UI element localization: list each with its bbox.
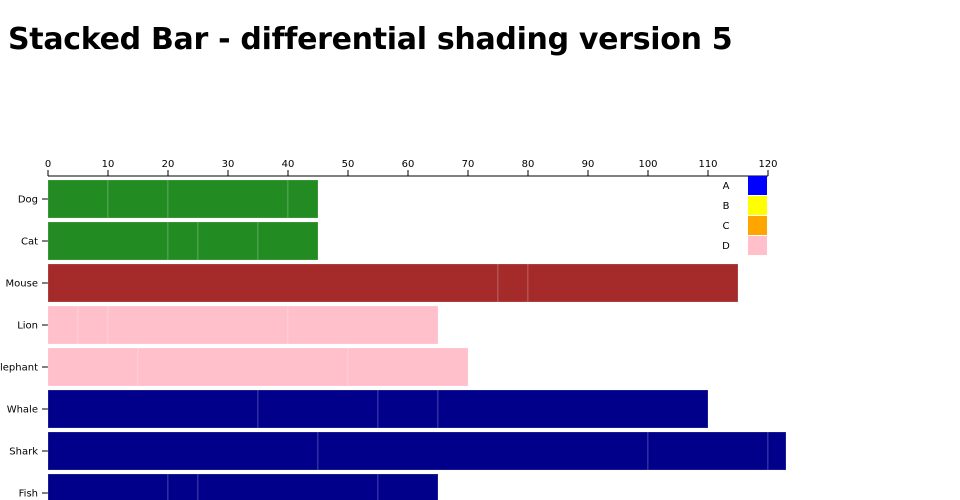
y-axis-ticks bbox=[42, 198, 48, 494]
category-label: Cat bbox=[21, 237, 38, 248]
legend-label: B bbox=[723, 201, 730, 212]
bar-segment-lion-c bbox=[107, 305, 289, 345]
bar-segment-whale-b bbox=[257, 389, 379, 429]
x-tick-label: 70 bbox=[462, 159, 475, 170]
category-label: Fish bbox=[19, 489, 38, 500]
bar-segment-cat-b bbox=[167, 221, 199, 261]
x-axis: 0 10 20 30 40 50 60 70 80 90 100 110 120 bbox=[45, 159, 778, 177]
category-label: Shark bbox=[9, 447, 38, 458]
chart-title: Stacked Bar - differential shading versi… bbox=[8, 22, 733, 57]
bar-segment-shark-a bbox=[47, 431, 319, 471]
x-tick-label: 60 bbox=[402, 159, 415, 170]
category-label: Whale bbox=[7, 405, 38, 416]
legend-label: A bbox=[723, 181, 730, 192]
x-tick-label: 80 bbox=[522, 159, 535, 170]
x-tick-label: 10 bbox=[102, 159, 115, 170]
bar-segment-shark-c bbox=[647, 431, 769, 471]
bar-segment-elephant-a bbox=[47, 347, 139, 387]
y-axis: Dog Cat Mouse Lion Elephant Whale Shark Fish bbox=[0, 195, 38, 500]
category-label: Mouse bbox=[6, 279, 38, 290]
bar-segment-whale-c bbox=[377, 389, 439, 429]
x-tick-label: 50 bbox=[342, 159, 355, 170]
bar-segment-lion-b bbox=[77, 305, 109, 345]
bar-segment-fish-c bbox=[197, 473, 379, 500]
bar-segment-fish-b bbox=[167, 473, 199, 500]
bar-segment-whale-d bbox=[437, 389, 709, 429]
x-tick-label: 40 bbox=[282, 159, 295, 170]
category-label: Elephant bbox=[0, 363, 38, 374]
legend-swatch-c bbox=[748, 216, 767, 235]
bar-segment-dog-a bbox=[47, 179, 109, 219]
bar-segment-cat-a bbox=[47, 221, 169, 261]
bar-segment-cat-c bbox=[197, 221, 259, 261]
x-tick-label: 20 bbox=[162, 159, 175, 170]
bars bbox=[47, 179, 787, 500]
bar-segment-shark-d bbox=[767, 431, 787, 471]
bar-segment-cat-d bbox=[257, 221, 319, 261]
category-label: Dog bbox=[18, 195, 38, 206]
bar-segment-dog-b bbox=[107, 179, 169, 219]
bar-segment-lion-a bbox=[47, 305, 79, 345]
legend-swatch-b bbox=[748, 196, 767, 215]
legend-swatch-d bbox=[748, 236, 767, 255]
x-tick-label: 100 bbox=[638, 159, 657, 170]
x-tick-label: 90 bbox=[582, 159, 595, 170]
bar-segment-elephant-b bbox=[137, 347, 349, 387]
bar-segment-mouse-c bbox=[527, 263, 739, 303]
bar-segment-dog-c bbox=[167, 179, 289, 219]
x-tick-label: 0 bbox=[45, 159, 51, 170]
legend-swatch-a bbox=[748, 176, 767, 195]
bar-segment-whale-a bbox=[47, 389, 259, 429]
bar-segment-dog-d bbox=[287, 179, 319, 219]
x-tick-label: 120 bbox=[758, 159, 777, 170]
bar-segment-lion-d bbox=[287, 305, 439, 345]
bar-segment-fish-d bbox=[377, 473, 439, 500]
bar-segment-mouse-b bbox=[497, 263, 529, 303]
bar-segment-elephant-c bbox=[347, 347, 469, 387]
x-tick-label: 30 bbox=[222, 159, 235, 170]
legend-label: C bbox=[723, 221, 730, 232]
x-tick-label: 110 bbox=[698, 159, 717, 170]
legend-label: D bbox=[722, 241, 730, 252]
bar-segment-mouse-a bbox=[47, 263, 499, 303]
category-label: Lion bbox=[17, 321, 38, 332]
bar-segment-shark-b bbox=[317, 431, 649, 471]
bar-segment-fish-a bbox=[47, 473, 169, 500]
